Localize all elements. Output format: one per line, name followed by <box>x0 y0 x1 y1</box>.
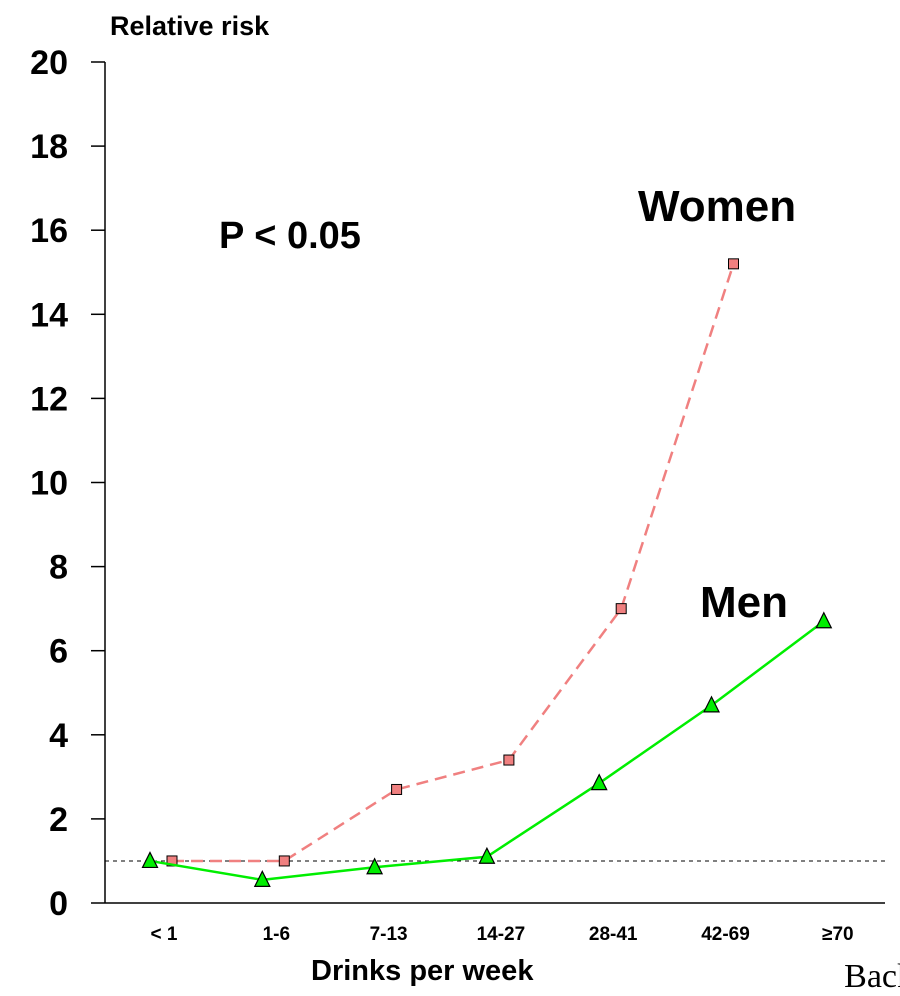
data-point-triangle <box>366 857 384 875</box>
y-tick-label: 14 <box>30 296 68 334</box>
series-men <box>141 611 833 887</box>
data-point-square <box>615 603 627 615</box>
data-point-square <box>278 855 290 867</box>
data-point-square <box>166 855 178 867</box>
x-tick-label: 14-27 <box>477 924 526 945</box>
x-axis-label: Drinks per week <box>311 955 534 987</box>
x-ticks: < 1 1-6 7-13 14-27 28-41 42-69 ≥70 <box>151 924 854 945</box>
series-label-women: Women <box>638 182 796 231</box>
series-line <box>172 263 735 863</box>
data-point-triangle <box>141 851 159 869</box>
y-tick-label: 20 <box>30 44 68 82</box>
corner-text: Back <box>844 958 900 995</box>
x-tick-label: 7-13 <box>370 924 408 945</box>
series-label-men: Men <box>700 578 788 627</box>
x-tick-label: 42-69 <box>701 924 750 945</box>
y-tick-label: 0 <box>49 885 68 923</box>
series-women <box>166 258 739 867</box>
x-tick-label: < 1 <box>151 924 178 945</box>
y-tick-label: 16 <box>30 212 68 250</box>
annotation-pvalue: P < 0.05 <box>219 215 361 257</box>
y-ticks: 0 2 4 6 8 10 12 14 16 18 20 <box>30 44 105 923</box>
y-tick-label: 18 <box>30 128 68 166</box>
x-tick-label: 1-6 <box>263 924 290 945</box>
y-tick-label: 4 <box>49 717 68 755</box>
x-tick-label: ≥70 <box>822 924 854 945</box>
data-point-square <box>503 754 515 766</box>
y-tick-label: 8 <box>49 549 68 587</box>
data-point-square <box>391 783 403 795</box>
y-tick-label: 12 <box>30 380 68 418</box>
series-line <box>149 620 825 882</box>
data-point-square <box>728 258 739 270</box>
y-tick-label: 6 <box>49 633 68 671</box>
data-point-triangle <box>253 870 271 887</box>
series-layer <box>141 258 833 887</box>
y-axis-label: Relative risk <box>110 11 270 41</box>
data-point-triangle <box>478 846 496 864</box>
data-point-triangle <box>590 773 608 791</box>
x-tick-label: 28-41 <box>589 924 638 945</box>
y-tick-label: 10 <box>30 465 68 503</box>
data-point-triangle <box>815 611 833 629</box>
y-tick-label: 2 <box>49 801 68 839</box>
data-point-triangle <box>703 695 720 713</box>
